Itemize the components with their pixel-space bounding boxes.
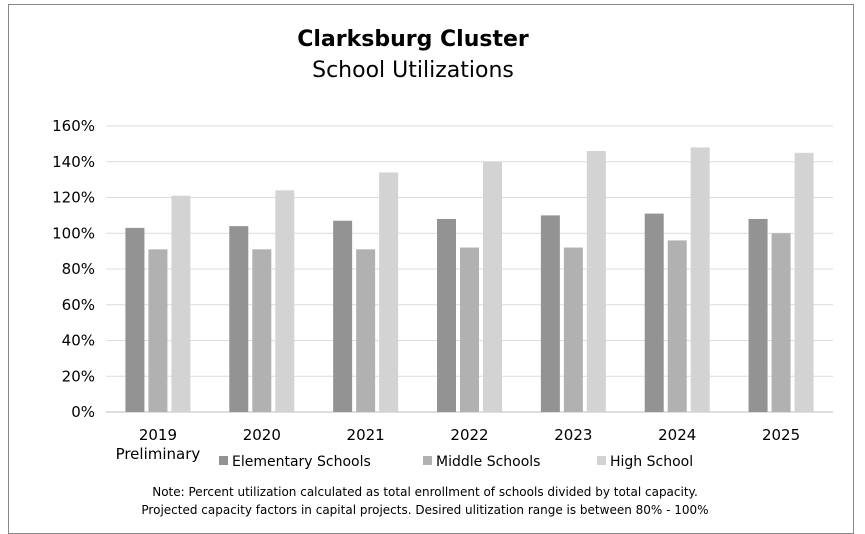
note-line-1: Note: Percent utilization calculated as … — [152, 485, 698, 499]
bar-elementary-schools-2021 — [333, 220, 353, 412]
y-axis: 0% 20% 40% 60% 80% 100% 120% 140% 160% — [52, 117, 95, 421]
chart-title: Clarksburg Cluster — [297, 27, 529, 52]
bar-high-school-2021 — [379, 172, 399, 412]
bar-middle-schools-2023 — [563, 247, 583, 412]
bar-high-school-2024 — [690, 147, 710, 412]
bar-elementary-schools-2024 — [644, 213, 664, 412]
bar-elementary-schools-2019 — [125, 227, 145, 412]
bar-middle-schools-2022 — [460, 247, 479, 412]
legend-label: High School — [610, 454, 693, 470]
y-tick-label: 20% — [62, 367, 95, 385]
bar-elementary-schools-2025 — [748, 218, 768, 412]
y-tick-label: 100% — [52, 224, 95, 242]
legend: Elementary Schools Middle Schools High Sch… — [219, 454, 693, 470]
bar-elementary-schools-2020 — [229, 226, 249, 412]
bar-middle-schools-2024 — [667, 240, 687, 412]
chart: Clarksburg Cluster School Utilizations 0… — [52, 27, 833, 517]
x-category-sublabel: Preliminary — [116, 445, 201, 463]
y-tick-label: 80% — [62, 260, 95, 278]
bar-high-school-2022 — [483, 161, 502, 412]
y-tick-label: 120% — [52, 189, 95, 207]
gridlines — [106, 125, 833, 413]
legend-label: Elementary Schools — [232, 454, 371, 470]
y-tick-label: 60% — [62, 296, 95, 314]
bar-elementary-schools-2023 — [540, 215, 560, 412]
y-tick-label: 140% — [52, 153, 95, 171]
bar-high-school-2025 — [794, 152, 814, 412]
y-tick-label: 40% — [62, 332, 95, 350]
legend-swatch — [597, 456, 606, 465]
bar-middle-schools-2020 — [252, 249, 272, 412]
note-line-2: Projected capacity factors in capital pr… — [141, 503, 708, 517]
x-category-label: 2024 — [658, 426, 696, 444]
chart-subtitle: School Utilizations — [312, 58, 514, 83]
x-category-label: 2025 — [762, 426, 800, 444]
bar-high-school-2023 — [586, 151, 606, 412]
y-tick-label: 160% — [52, 117, 95, 135]
bar-middle-schools-2019 — [148, 249, 168, 412]
y-tick-label: 0% — [71, 403, 95, 421]
bars — [125, 147, 814, 412]
legend-swatch — [423, 456, 432, 465]
x-category-label: 2020 — [243, 426, 281, 444]
bar-high-school-2019 — [171, 195, 191, 412]
bar-elementary-schools-2022 — [437, 218, 456, 412]
x-category-label: 2023 — [554, 426, 592, 444]
x-category-label: 2022 — [450, 426, 488, 444]
x-category-label: 2021 — [347, 426, 385, 444]
bar-middle-schools-2025 — [771, 233, 791, 412]
legend-swatch — [219, 456, 228, 465]
bar-middle-schools-2021 — [356, 249, 376, 412]
bar-high-school-2020 — [275, 190, 295, 412]
legend-label: Middle Schools — [436, 454, 540, 470]
x-category-label: 2019 — [139, 426, 177, 444]
